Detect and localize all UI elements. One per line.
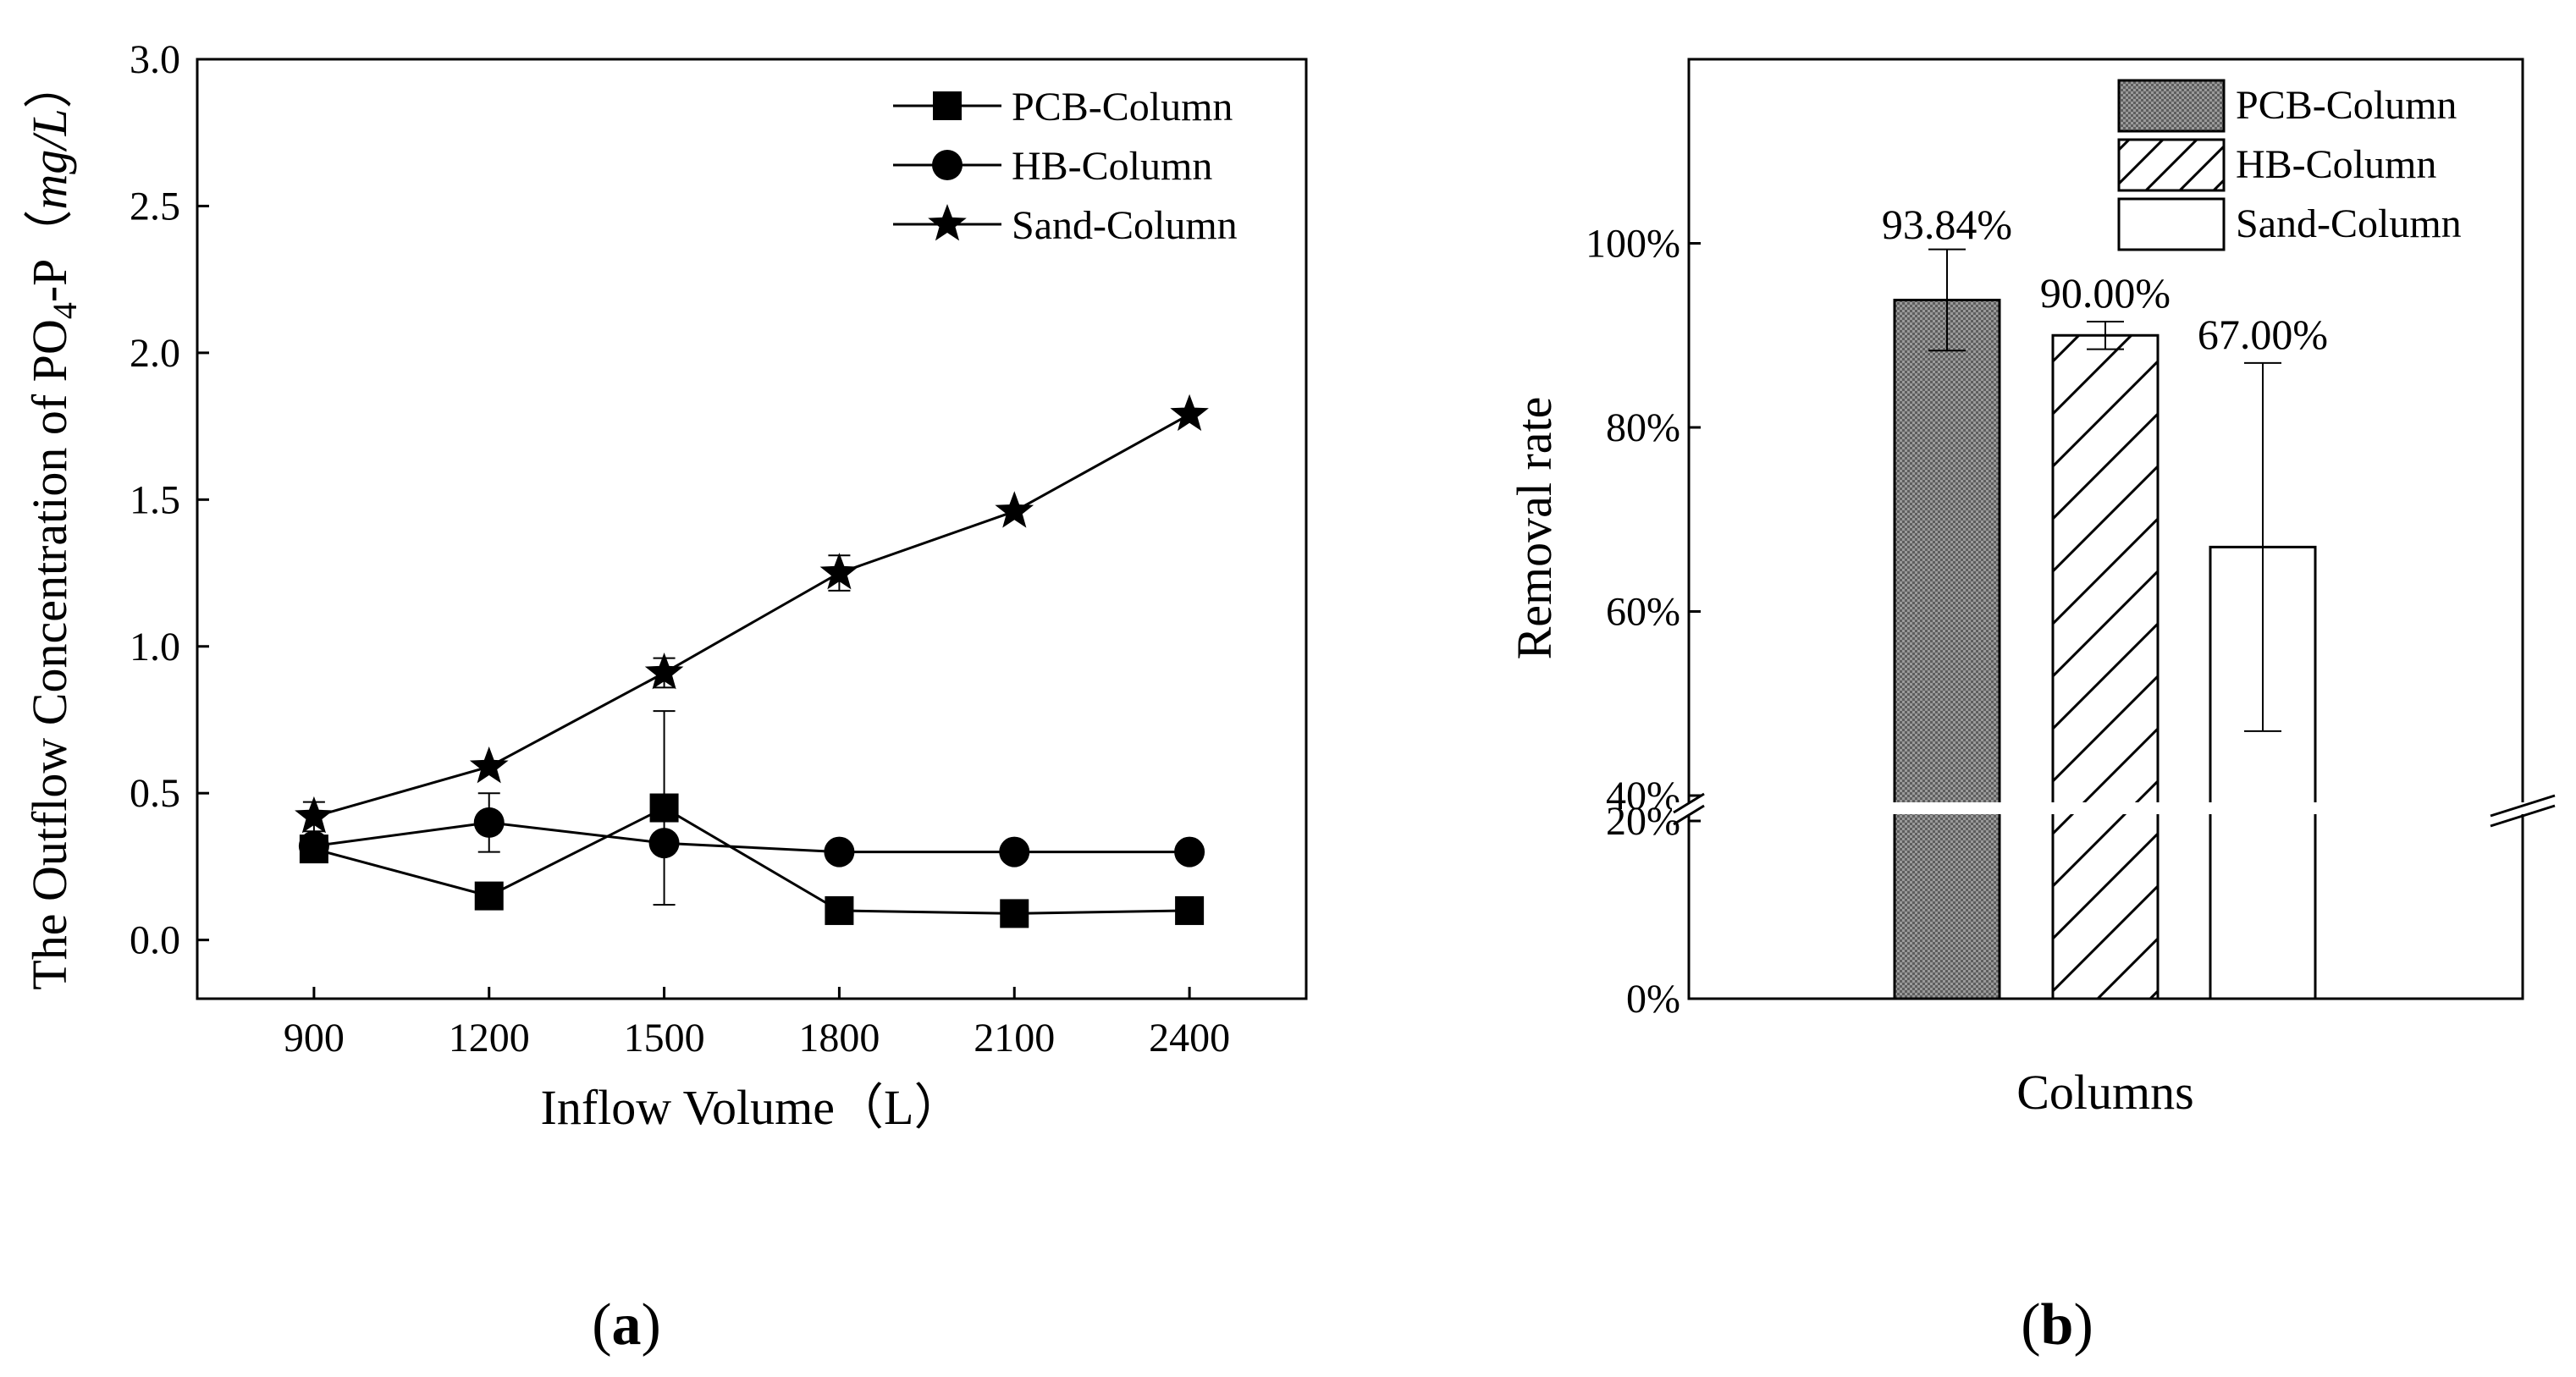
panel-a-legend: PCB-Column HB-Column Sand-Column	[893, 85, 1238, 248]
panel-b-bars	[1893, 298, 2317, 1000]
data-point-star	[819, 553, 859, 590]
bar-hb-column	[2051, 333, 2160, 1000]
y-tick-label: 0.0	[130, 918, 180, 963]
y-tick-label: 1.5	[130, 477, 180, 522]
x-tick-label: 1200	[449, 1016, 530, 1060]
legend-pcb-label: PCB-Column	[2236, 83, 2457, 128]
panel-b-legend: PCB-Column HB-Column Sand-Column	[2117, 79, 2462, 251]
series-line-hb-column	[313, 821, 1190, 854]
legend-circle-marker	[932, 150, 963, 180]
data-point-square	[474, 881, 504, 911]
legend-hb-label: HB-Column	[1012, 144, 1212, 189]
bar-data-label: 67.00%	[2198, 311, 2328, 358]
panel-a-x-axis: 900 1200 1500 1800 2100 2400	[284, 987, 1230, 1060]
panel-b-y-axis-title: Removal rate	[1507, 397, 1562, 660]
bar-data-label: 93.84%	[1882, 201, 2012, 248]
y-tick-label: 20%	[1606, 799, 1680, 844]
legend-hb-label: HB-Column	[2236, 142, 2436, 187]
bar-pcb-column	[1893, 298, 2001, 1000]
data-point-square	[1175, 895, 1205, 925]
data-point-star	[295, 796, 334, 834]
panel-b-error-bars	[1928, 248, 2281, 732]
legend-sand-label: Sand-Column	[1012, 203, 1238, 248]
panel-a-line-chart: 0.0 0.5 1.0 1.5 2.0 2.5 3.0 900 1200 1500 1800 210…	[22, 37, 1308, 1358]
legend-pcb-label: PCB-Column	[1012, 85, 1233, 129]
y-tick-label: 3.0	[130, 37, 180, 82]
y-tick-label: 60%	[1606, 590, 1680, 635]
data-point-square	[1000, 899, 1029, 928]
data-point-circle	[473, 807, 505, 838]
series-line-sand-column	[313, 413, 1190, 818]
legend-star-marker	[928, 204, 967, 241]
panel-a-markers	[295, 394, 1209, 928]
panel-b-axis-break	[1672, 792, 2556, 828]
y-tick-label: 0%	[1626, 977, 1680, 1022]
panel-a-series-lines	[313, 413, 1190, 915]
data-point-star	[1170, 394, 1209, 432]
legend-square-marker	[933, 91, 962, 120]
error-bar	[2087, 320, 2124, 350]
panel-a-x-axis-title: Inflow Volume（L）	[541, 1080, 963, 1135]
x-tick-label: 2400	[1149, 1016, 1230, 1060]
panel-a-y-axis-title: The Outflow Concentration of PO4-P（mg/L）	[22, 59, 84, 989]
panel-b-x-axis-title: Columns	[2016, 1065, 2194, 1120]
error-bar	[2244, 361, 2281, 732]
data-point-star	[469, 746, 509, 784]
y-tick-label: 1.0	[130, 625, 180, 669]
bar-data-label: 90.00%	[2040, 269, 2171, 317]
data-point-star	[644, 653, 684, 690]
data-point-circle	[648, 828, 680, 859]
panel-a-y-axis: 0.0 0.5 1.0 1.5 2.0 2.5 3.0	[130, 37, 209, 963]
y-tick-label: 100%	[1586, 222, 1680, 267]
panel-b-data-labels: 93.84% 90.00% 67.00%	[1882, 201, 2328, 358]
legend-pcb-swatch	[2117, 79, 2226, 133]
data-point-circle	[999, 836, 1030, 868]
panel-b-label: (b)	[2021, 1292, 2093, 1358]
panel-a-plot-frame	[196, 58, 1308, 1000]
data-point-square	[649, 793, 679, 823]
data-point-circle	[298, 830, 329, 862]
data-point-square	[825, 895, 854, 925]
legend-hb-swatch	[2117, 138, 2226, 192]
y-tick-label: 0.5	[130, 771, 180, 816]
data-point-circle	[824, 836, 855, 868]
x-tick-label: 2100	[974, 1016, 1055, 1060]
x-tick-label: 900	[284, 1016, 345, 1060]
x-tick-label: 1500	[624, 1016, 705, 1060]
y-tick-label: 2.5	[130, 184, 180, 229]
y-tick-label: 80%	[1606, 405, 1680, 450]
y-tick-label: 40%	[1606, 774, 1680, 818]
y-tick-label: 2.0	[130, 331, 180, 376]
series-line-pcb-column	[313, 806, 1190, 915]
data-point-star	[995, 491, 1034, 528]
error-bar	[1928, 248, 1966, 352]
data-point-circle	[1174, 836, 1205, 868]
panel-b-bar-chart: 40% 60% 80% 100% 0% 20% 93.84% 90.00% 67.00% PC…	[1507, 58, 2556, 1358]
x-tick-label: 1800	[798, 1016, 880, 1060]
legend-sand-label: Sand-Column	[2236, 201, 2462, 246]
panel-a-label: (a)	[592, 1292, 661, 1358]
panel-b-y-axis: 40% 60% 80% 100% 0% 20%	[1586, 222, 1701, 1022]
legend-sand-swatch	[2117, 197, 2226, 251]
